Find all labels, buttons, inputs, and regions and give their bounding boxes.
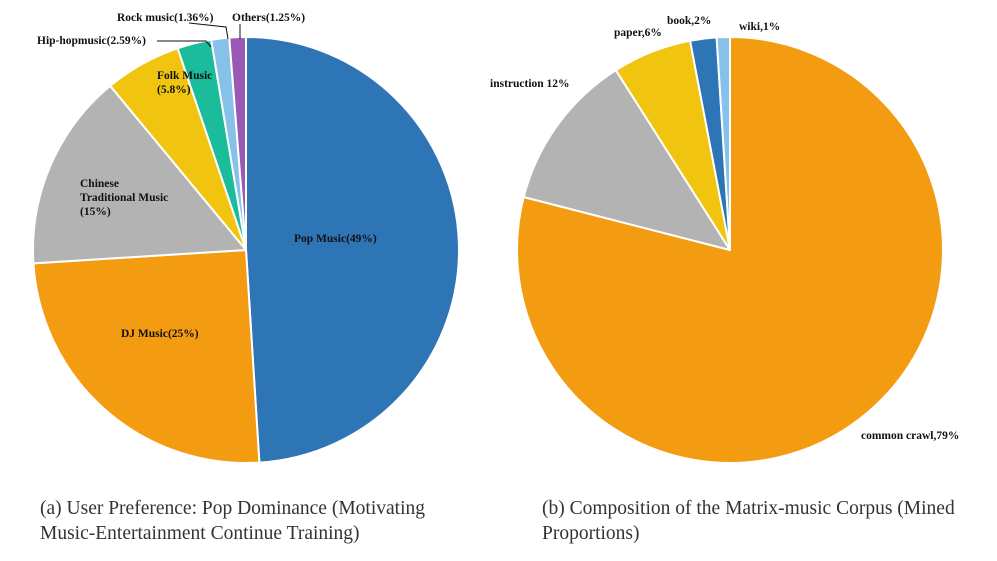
data-label-hip-hopmusic: Hip-hopmusic(2.59%) xyxy=(37,35,146,47)
pie-labels: Pop Music(49%) DJ Music(25%) Chinese Tradit… xyxy=(37,12,377,340)
leader-line-hip-hopmusic xyxy=(157,40,212,48)
data-label-folk-music: Folk Music (5.8%) xyxy=(157,70,212,96)
data-label-dj-music: DJ Music(25%) xyxy=(121,328,199,340)
leader-line-rock-music xyxy=(188,22,229,40)
data-label-chinese-traditional-music: Chinese Traditional Music (15%) xyxy=(80,178,168,218)
data-label-wiki: wiki,1% xyxy=(739,21,780,33)
pie-slice-instruction xyxy=(522,69,731,251)
pie-slices xyxy=(516,36,944,464)
data-label-rock-music: Rock music(1.36%) xyxy=(117,12,214,24)
data-label-pop-music: Pop Music(49%) xyxy=(294,233,377,245)
pie-slice-wiki xyxy=(715,36,731,251)
pie-chart-user-preference: Pop Music(49%) DJ Music(25%) Chinese Tradit… xyxy=(32,12,460,464)
pie-slice-chinese-traditional-music xyxy=(32,84,247,265)
pie-chart-corpus-composition: common crawl,79% instruction 12% paper,6% b… xyxy=(490,15,959,464)
pie-labels: common crawl,79% instruction 12% paper,6% b… xyxy=(490,15,959,442)
pie-slices xyxy=(32,36,460,464)
data-label-book: book,2% xyxy=(667,15,711,27)
data-label-others: Others(1.25%) xyxy=(232,12,305,24)
pie-slice-dj-music xyxy=(32,249,261,464)
caption-a: (a) User Preference: Pop Dominance (Moti… xyxy=(40,498,425,544)
data-label-paper: paper,6% xyxy=(614,27,662,39)
caption-b: (b) Composition of the Matrix-music Corp… xyxy=(542,498,955,544)
data-label-instruction: instruction 12% xyxy=(490,78,570,90)
data-label-common-crawl: common crawl,79% xyxy=(861,430,959,442)
pie-slice-pop-music xyxy=(245,36,460,464)
pie-slice-others xyxy=(228,36,247,251)
